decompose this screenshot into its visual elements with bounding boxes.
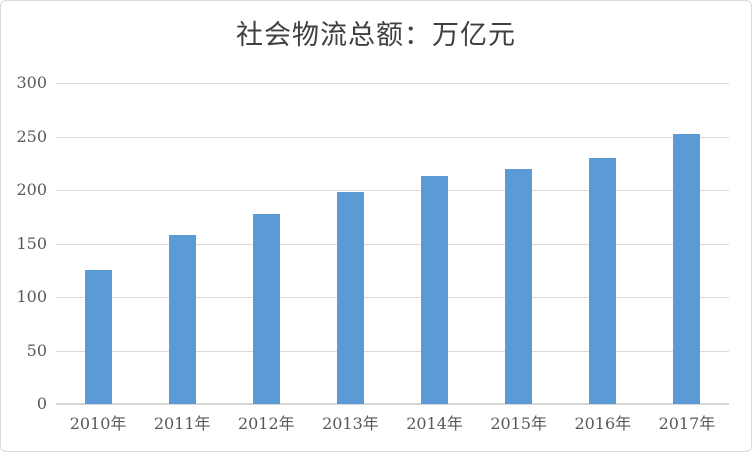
- bar-slot-2011年: [140, 83, 224, 404]
- bar-2015年: [505, 169, 533, 404]
- x-tick-label-2012年: 2012年: [237, 414, 295, 433]
- y-tick-label-300: 300: [16, 73, 47, 92]
- bar-2016年: [589, 158, 617, 404]
- bar-slot-2017年: [645, 83, 729, 404]
- gridline-250: [56, 136, 729, 138]
- y-tick-label-200: 200: [16, 180, 47, 199]
- x-axis-line: [56, 403, 729, 405]
- x-tick-label-2017年: 2017年: [658, 414, 716, 433]
- gridline-300: [56, 83, 729, 84]
- bar-slot-2016年: [561, 83, 645, 404]
- y-tick-label-150: 150: [16, 233, 47, 253]
- chart-title: 社会物流总额：万亿元: [236, 20, 516, 51]
- x-tick-label-2015年: 2015年: [490, 414, 548, 433]
- y-tick-label-0: 0: [36, 394, 47, 413]
- x-tick-label-2011年: 2011年: [153, 414, 211, 433]
- bar-slot-2013年: [308, 83, 392, 404]
- x-tick-label-2013年: 2013年: [322, 414, 379, 433]
- x-axis-labels: 2010年 2011年 2012年 2013年 2014年 2015年 2016年 2017年: [56, 410, 729, 434]
- bar-slot-2015年: [477, 83, 561, 404]
- x-tick-label-2014年: 2014年: [406, 414, 463, 433]
- x-tick-label-2016年: 2016年: [574, 414, 632, 433]
- bar-slot-2010年: [56, 83, 140, 404]
- bar-2013年: [336, 192, 364, 404]
- bar-2010年: [84, 269, 112, 404]
- plot-area: [56, 83, 729, 405]
- x-tick-label-2010年: 2010年: [69, 414, 127, 433]
- bar-2012年: [252, 214, 280, 404]
- gridline-100: [56, 297, 729, 298]
- y-tick-label-100: 100: [16, 287, 47, 306]
- bar-2014年: [421, 175, 449, 404]
- gridline-50: [56, 350, 729, 352]
- y-tick-label-50: 50: [26, 340, 47, 360]
- gridline-150: [56, 243, 729, 245]
- y-tick-label-250: 250: [16, 126, 47, 146]
- bars-layer: [56, 83, 729, 404]
- gridline-200: [56, 190, 729, 191]
- bar-slot-2014年: [393, 83, 477, 404]
- bar-2011年: [168, 234, 196, 404]
- y-axis-labels: 0 50 100 150 200 250 300: [1, 74, 47, 413]
- bar-2017年: [673, 133, 701, 404]
- bar-slot-2012年: [224, 83, 308, 404]
